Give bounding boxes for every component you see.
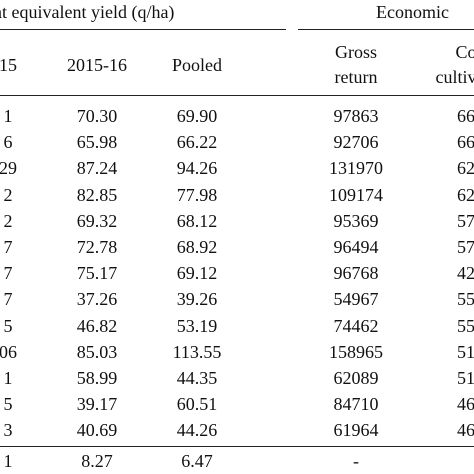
cell: 61964 (333, 420, 379, 441)
cell: 109174 (329, 184, 383, 205)
cell: 2 (3, 210, 13, 231)
cell: 8.27 (81, 451, 113, 471)
cell: 06 (0, 341, 17, 362)
column-header: Co (455, 42, 474, 62)
cell: 1 (3, 451, 13, 471)
cell: 2 (3, 184, 13, 205)
header-rule (0, 95, 474, 96)
cell: 94.26 (176, 158, 218, 179)
cell: 69.32 (76, 210, 118, 231)
column-header: return (334, 67, 378, 87)
group-header: Economic (376, 2, 449, 22)
cell: 62089 (333, 368, 379, 388)
column-header: 15 (0, 55, 17, 75)
cell: 55 (457, 289, 474, 310)
cell: 7 (3, 289, 13, 310)
cell: 66.22 (176, 132, 218, 153)
cell: 44.35 (176, 368, 218, 388)
cell: 46 (457, 420, 474, 441)
cell: 70.30 (76, 106, 118, 126)
cell: 5 (3, 315, 13, 336)
cell: 39.17 (76, 394, 118, 415)
cell: 85.03 (76, 341, 118, 362)
column-header: Pooled (171, 55, 223, 75)
cell: 96768 (333, 263, 379, 284)
cell: 44.26 (176, 420, 218, 441)
cell: 92706 (333, 132, 379, 153)
cell: 51 (457, 368, 474, 388)
cell: 6 (3, 132, 13, 153)
cell: 96494 (333, 237, 379, 257)
cell: 58.99 (76, 368, 118, 388)
cell: 69.12 (176, 263, 218, 284)
cell: 66 (457, 106, 474, 126)
cell: 84710 (333, 394, 379, 415)
cell: 57 (457, 210, 474, 231)
cell: 6.47 (181, 451, 213, 471)
cell: 68.92 (176, 237, 218, 257)
cell: 95369 (333, 210, 379, 231)
cell: 37.26 (76, 289, 118, 310)
cell: 42 (457, 263, 474, 284)
group-rule (0, 29, 286, 30)
cell: 7 (3, 237, 13, 257)
cell: 39.26 (176, 289, 218, 310)
cell: 7 (3, 263, 13, 284)
cell: 113.55 (172, 341, 222, 362)
cell: - (353, 451, 359, 471)
cell: 97863 (333, 106, 379, 126)
cell: 131970 (329, 158, 383, 179)
cell: 66 (457, 132, 474, 153)
cell: 158965 (329, 341, 383, 362)
cell: 53.19 (176, 315, 218, 336)
cell: 68.12 (176, 210, 218, 231)
cell: 46.82 (76, 315, 118, 336)
cell: 74462 (333, 315, 379, 336)
cell: 3 (3, 420, 13, 441)
group-rule (298, 29, 474, 30)
cell: 1 (3, 368, 13, 388)
cell: 65.98 (76, 132, 118, 153)
cell: 72.78 (76, 237, 118, 257)
cell: 5 (3, 394, 13, 415)
cell: 46 (457, 394, 474, 415)
cell: 87.24 (76, 158, 118, 179)
cell: 29 (0, 158, 17, 179)
cell: 40.69 (76, 420, 118, 441)
cell: 54967 (333, 289, 379, 310)
row-rule (0, 446, 474, 447)
cell: 62 (457, 184, 474, 205)
cell: 77.98 (176, 184, 218, 205)
column-header: 2015-16 (67, 55, 127, 75)
cell: 57 (457, 237, 474, 257)
cell: 1 (3, 106, 13, 126)
cell: 62 (457, 158, 474, 179)
cell: 75.17 (76, 263, 118, 284)
cell: 60.51 (176, 394, 218, 415)
group-header: at equivalent yield (q/ha) (0, 2, 175, 22)
cell: 69.90 (176, 106, 218, 126)
cell: 51 (457, 341, 474, 362)
column-header: cultiv (435, 67, 474, 87)
column-header: Gross (334, 42, 378, 62)
cell: 55 (457, 315, 474, 336)
cell: 82.85 (76, 184, 118, 205)
